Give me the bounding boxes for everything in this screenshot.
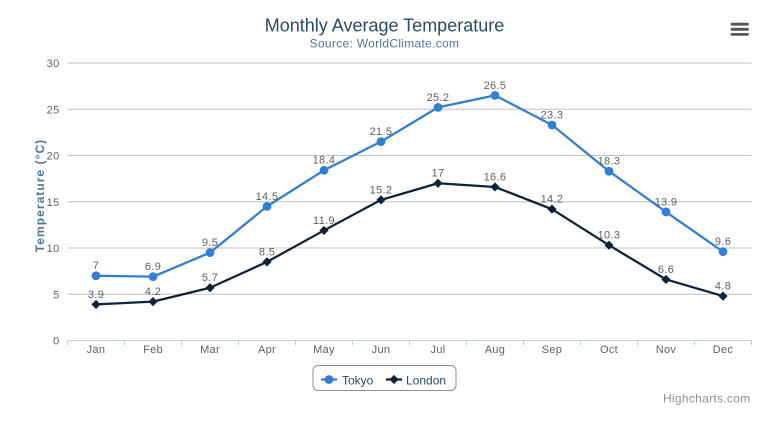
svg-text:Dec: Dec: [713, 344, 734, 356]
svg-text:13.9: 13.9: [655, 196, 678, 208]
svg-text:11.9: 11.9: [313, 215, 335, 227]
svg-text:17: 17: [432, 168, 445, 180]
svg-text:21.5: 21.5: [370, 126, 393, 138]
svg-text:16.6: 16.6: [484, 171, 507, 183]
svg-text:Apr: Apr: [258, 344, 276, 356]
svg-text:Jan: Jan: [87, 344, 106, 356]
svg-text:Mar: Mar: [200, 344, 220, 356]
svg-text:London: London: [406, 373, 446, 387]
svg-text:Temperature (°C): Temperature (°C): [33, 139, 47, 252]
svg-text:25.2: 25.2: [427, 92, 450, 104]
svg-text:May: May: [313, 344, 335, 356]
svg-text:10: 10: [47, 243, 60, 255]
svg-text:30: 30: [47, 58, 60, 70]
svg-text:Feb: Feb: [143, 344, 163, 356]
svg-text:14.2: 14.2: [541, 194, 564, 206]
svg-text:Jul: Jul: [431, 344, 446, 356]
svg-text:6.6: 6.6: [658, 264, 674, 276]
svg-text:6.9: 6.9: [145, 261, 161, 273]
svg-text:7: 7: [93, 260, 99, 272]
svg-text:15.2: 15.2: [370, 184, 393, 196]
svg-text:Sep: Sep: [542, 344, 562, 356]
svg-text:26.5: 26.5: [484, 80, 507, 92]
svg-text:5: 5: [53, 289, 59, 301]
svg-text:Nov: Nov: [656, 344, 677, 356]
svg-text:25: 25: [47, 104, 60, 116]
svg-text:Tokyo: Tokyo: [342, 373, 374, 387]
svg-text:3.9: 3.9: [88, 289, 104, 301]
svg-text:18.4: 18.4: [313, 155, 336, 167]
svg-text:8.5: 8.5: [259, 246, 275, 258]
svg-text:Highcharts.com: Highcharts.com: [663, 391, 751, 405]
svg-text:14.5: 14.5: [256, 191, 279, 203]
svg-text:0: 0: [53, 336, 59, 348]
svg-text:23.3: 23.3: [541, 109, 564, 121]
svg-text:15: 15: [47, 197, 60, 209]
svg-text:18.3: 18.3: [598, 156, 621, 168]
svg-text:9.6: 9.6: [715, 236, 731, 248]
svg-text:4.2: 4.2: [145, 286, 161, 298]
svg-text:9.5: 9.5: [202, 237, 218, 249]
svg-text:Aug: Aug: [485, 344, 505, 356]
svg-text:4.8: 4.8: [715, 281, 731, 293]
svg-text:Source: WorldClimate.com: Source: WorldClimate.com: [310, 36, 460, 50]
svg-text:10.3: 10.3: [598, 230, 621, 242]
svg-text:Monthly Average Temperature: Monthly Average Temperature: [265, 16, 504, 36]
svg-text:Jun: Jun: [372, 344, 391, 356]
svg-text:5.7: 5.7: [202, 272, 218, 284]
svg-text:Oct: Oct: [600, 344, 618, 356]
svg-text:20: 20: [47, 151, 60, 163]
